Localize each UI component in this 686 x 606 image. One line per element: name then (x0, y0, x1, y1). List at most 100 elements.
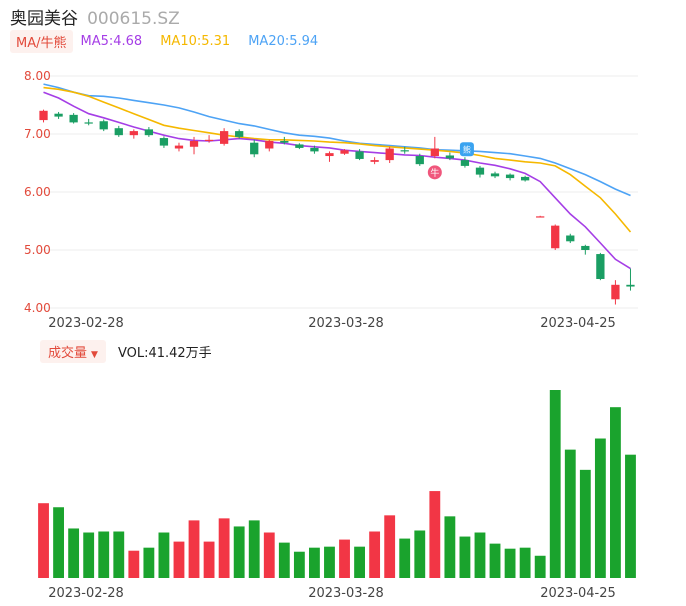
candle-body (84, 122, 93, 124)
candle-body (370, 160, 379, 162)
ma5-label: MA5:4.68 (80, 33, 143, 49)
volume-value: VOL:41.42万手 (117, 345, 212, 361)
volume-bar (173, 541, 185, 578)
candle-body (505, 174, 515, 179)
volume-bar (113, 531, 125, 578)
candle-body (566, 235, 575, 242)
y-tick-label: 5.00 (24, 243, 51, 257)
price-x-tick-label: 2023-04-25 (540, 316, 616, 331)
candle-body (475, 167, 485, 175)
candle-body (445, 155, 455, 159)
candle-body (189, 140, 199, 147)
volume-bar (98, 531, 110, 578)
ma-legend: MA/牛熊 MA5:4.68 MA10:5.31 MA20:5.94 (10, 29, 336, 53)
volume-bar (218, 518, 230, 578)
volume-bar (549, 390, 561, 578)
candle-body (460, 160, 470, 166)
candle-body (551, 225, 560, 249)
volume-bar (489, 543, 501, 578)
candle-body (159, 138, 169, 146)
ma10-line (43, 86, 632, 233)
ma10-label: MA10:5.31 (160, 33, 231, 49)
candle-body (129, 131, 138, 136)
volume-bar (474, 532, 486, 578)
candle-body (340, 150, 349, 154)
volume-bar (339, 539, 350, 578)
volume-bar (429, 491, 441, 578)
caret-down-icon: ▼ (91, 349, 98, 360)
candle-body (114, 128, 123, 136)
candle-body (626, 284, 635, 287)
bear-marker-label: 熊 (463, 145, 471, 155)
volume-bar (414, 530, 426, 578)
candle-body (219, 131, 229, 144)
volume-bar (233, 526, 245, 578)
candle-body (250, 142, 259, 155)
candle-body (280, 140, 289, 143)
volume-bar (68, 528, 80, 578)
volume-x-tick-label: 2023-03-28 (308, 586, 384, 601)
volume-bar (519, 547, 531, 578)
candle-body (430, 148, 439, 157)
volume-bar (248, 520, 260, 578)
candle-body (144, 129, 154, 136)
volume-legend: 成交量 ▼ VOL:41.42万手 (40, 339, 212, 363)
candle-body (581, 245, 590, 250)
volume-bar (324, 546, 335, 578)
volume-bar (369, 531, 381, 578)
candle-body (611, 284, 620, 300)
volume-bar (354, 546, 365, 578)
price-x-tick-label: 2023-03-28 (308, 316, 384, 331)
volume-bar (459, 536, 471, 578)
stock-name: 奥园美谷 (10, 9, 78, 29)
volume-bar (143, 547, 155, 578)
candle-body (536, 216, 545, 218)
volume-bar (293, 551, 305, 578)
ma5-line (43, 91, 631, 270)
volume-x-tick-label: 2023-02-28 (48, 586, 124, 601)
candle-body (520, 176, 530, 181)
volume-bar (38, 503, 49, 578)
volume-bar (158, 532, 170, 578)
candle-body (54, 113, 63, 117)
volume-bar (399, 538, 411, 578)
bull-marker-icon (427, 165, 442, 180)
y-tick-label: 6.00 (24, 185, 51, 199)
volume-bar (309, 547, 320, 578)
ma-toggle-button[interactable]: MA/牛熊 (10, 29, 73, 53)
stock-code: 000615.SZ (87, 9, 180, 29)
stock-header: 奥园美谷 000615.SZ (10, 4, 180, 29)
candle-body (204, 139, 214, 141)
candle-body (325, 153, 334, 157)
volume-bar (534, 555, 546, 578)
candle-body (310, 147, 319, 152)
volume-toggle-button[interactable]: 成交量 ▼ (40, 339, 106, 363)
volume-bar (625, 454, 636, 578)
candle-body (400, 150, 409, 152)
volume-bar (278, 542, 290, 578)
bear-marker-icon (459, 142, 474, 157)
candle-body (39, 110, 48, 121)
candle-body (295, 144, 304, 148)
volume-bar (610, 407, 621, 578)
volume-bar (83, 532, 95, 578)
bull-marker-label: 牛 (430, 167, 439, 179)
candle-body (385, 148, 394, 161)
volume-bar (504, 548, 516, 578)
y-tick-label: 8.00 (24, 69, 51, 83)
candle-body (174, 145, 184, 149)
candle-body (596, 254, 605, 279)
candle-body (99, 121, 108, 130)
candle-body (355, 151, 364, 159)
volume-bar (188, 520, 200, 578)
candle-body (69, 114, 78, 123)
price-x-tick-label: 2023-02-28 (48, 316, 124, 331)
ma20-line (43, 83, 631, 197)
candle-body (235, 131, 244, 137)
volume-bar (384, 515, 396, 578)
volume-bar (564, 449, 576, 578)
volume-toggle-label: 成交量 (48, 345, 88, 361)
volume-x-tick-label: 2023-04-25 (540, 586, 616, 601)
candle-body (265, 140, 274, 149)
